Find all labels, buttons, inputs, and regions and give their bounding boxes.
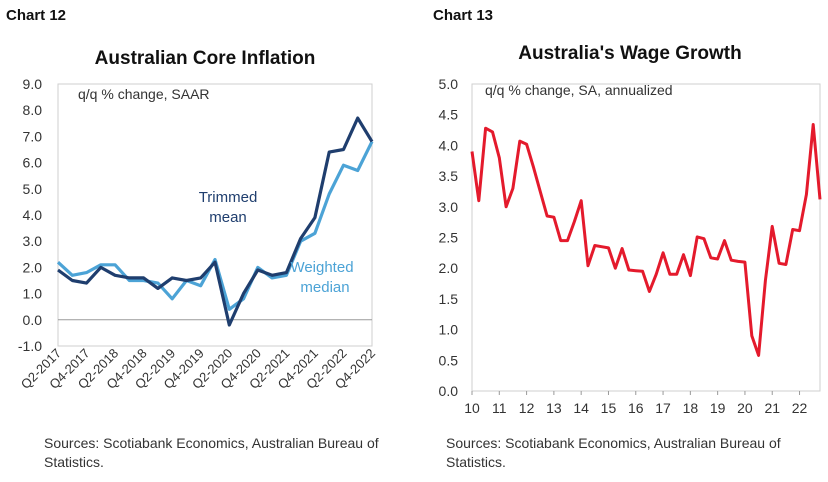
chart13-label: Chart 13 [433, 7, 494, 24]
x-tick-label: 10 [464, 400, 480, 416]
x-tick-label: 16 [628, 400, 644, 416]
x-tick-label: 20 [737, 400, 753, 416]
y-tick-label: 4.0 [23, 207, 43, 223]
y-tick-label: 6.0 [23, 155, 43, 171]
y-tick-label: 9.0 [23, 76, 43, 92]
x-tick-label: 21 [764, 400, 780, 416]
x-tick-label: 14 [573, 400, 589, 416]
y-tick-label: 3.0 [439, 199, 459, 215]
y-tick-label: 8.0 [23, 102, 43, 118]
y-tick-label: 1.5 [439, 291, 459, 307]
x-tick-label: 11 [492, 400, 507, 416]
plot-frame [57, 83, 373, 347]
y-tick-label: 1.0 [439, 322, 459, 338]
y-tick-label: 5.0 [23, 181, 43, 197]
y-tick-label: -1.0 [18, 338, 42, 354]
x-tick-label: 13 [546, 400, 562, 416]
chart12-plot: -1.00.01.02.03.04.05.06.07.08.09.0Q2-201… [18, 76, 378, 392]
x-tick-label: 17 [655, 400, 671, 416]
chart13-note: q/q % change, SA, annualized [485, 82, 673, 98]
y-tick-label: 4.0 [439, 137, 459, 153]
chart13-title: Australia's Wage Growth [518, 43, 742, 64]
y-tick-label: 3.5 [439, 168, 459, 184]
chart12-label: Chart 12 [6, 7, 67, 24]
y-tick-label: 5.0 [439, 76, 459, 92]
x-tick-label: 12 [519, 400, 535, 416]
x-tick-label: 19 [710, 400, 726, 416]
x-tick-label: 18 [683, 400, 699, 416]
wage-growth-line [470, 123, 822, 357]
trimmed-mean-label-1: Trimmed [199, 189, 258, 206]
plot-frame [471, 83, 821, 392]
chart12-title: Australian Core Inflation [94, 48, 316, 69]
x-tick-label: 15 [601, 400, 617, 416]
y-tick-label: 2.0 [439, 260, 459, 276]
y-tick-label: 1.0 [23, 286, 43, 302]
trimmed-mean-line [57, 116, 374, 327]
y-tick-label: 3.0 [23, 233, 43, 249]
y-tick-label: 0.0 [23, 312, 43, 328]
weighted-median-label-1: Weighted [290, 259, 353, 276]
y-tick-label: 2.0 [23, 259, 43, 275]
chart12-note: q/q % change, SAAR [78, 86, 210, 102]
y-tick-label: 0.5 [439, 352, 459, 368]
y-tick-label: 4.5 [439, 107, 459, 123]
weighted-median-line [56, 140, 374, 311]
trimmed-mean-label-2: mean [209, 209, 247, 226]
chart13-source: Sources: Scotiabank Economics, Australia… [446, 435, 781, 470]
weighted-median-label-2: median [300, 279, 349, 296]
chart12-source: Sources: Scotiabank Economics, Australia… [44, 435, 379, 470]
x-tick-label: 22 [792, 400, 808, 416]
y-tick-label: 2.5 [439, 230, 459, 246]
y-tick-label: 7.0 [23, 128, 43, 144]
y-tick-label: 0.0 [439, 383, 459, 399]
